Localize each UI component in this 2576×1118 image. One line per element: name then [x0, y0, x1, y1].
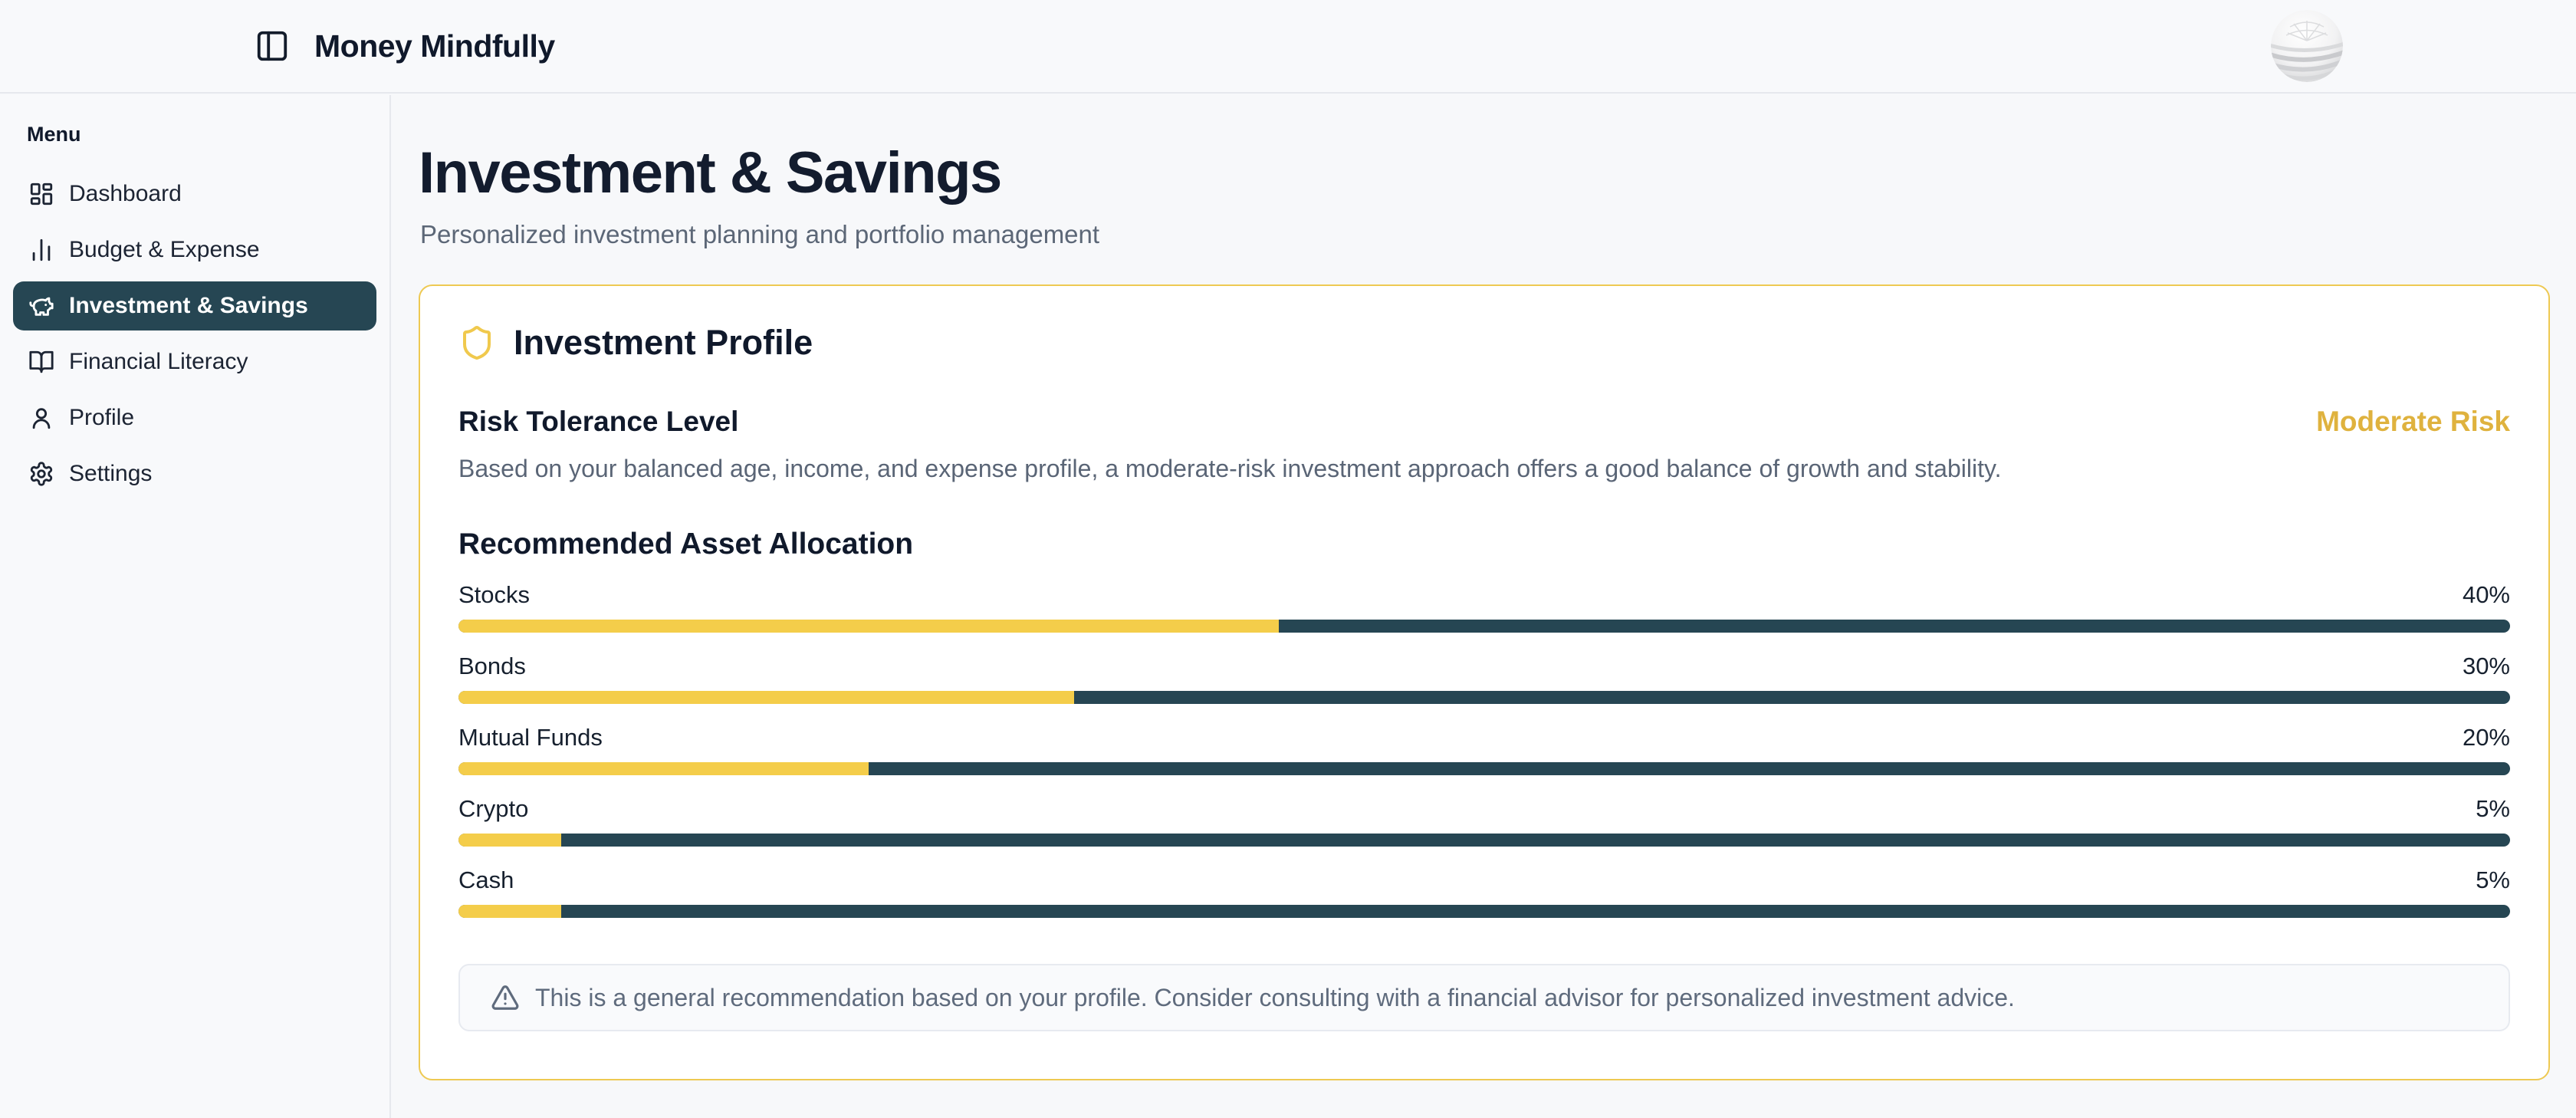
- sidebar-item-financial-literacy[interactable]: Financial Literacy: [13, 337, 376, 386]
- allocation-percent: 40%: [2462, 581, 2510, 608]
- allocation-row-stocks: Stocks 40%: [458, 581, 2510, 633]
- warning-icon: [491, 985, 519, 1010]
- globe-building-avatar-image: [2271, 10, 2343, 82]
- allocation-row-mutual-funds: Mutual Funds 20%: [458, 724, 2510, 775]
- allocation-row-crypto: Crypto 5%: [458, 795, 2510, 847]
- allocation-label: Stocks: [458, 581, 531, 608]
- sidebar-menu-label: Menu: [27, 123, 81, 146]
- card-title: Investment Profile: [514, 323, 813, 362]
- allocation-percent: 5%: [2476, 866, 2510, 893]
- gear-icon: [30, 462, 53, 486]
- allocation-percent: 20%: [2462, 724, 2510, 751]
- risk-description: Based on your balanced age, income, and …: [458, 455, 2002, 482]
- allocation-bar-track: [458, 762, 2510, 775]
- sidebar-toggle-button[interactable]: [253, 27, 291, 65]
- allocation-label: Cash: [458, 866, 514, 893]
- sidebar-nav: Dashboard Budget & Expense Investment & …: [13, 169, 376, 498]
- avatar[interactable]: [2271, 10, 2343, 82]
- app-header: Money Mindfully: [0, 0, 2576, 94]
- allocation-percent: 30%: [2462, 653, 2510, 679]
- app-title: Money Mindfully: [314, 28, 555, 64]
- allocation-percent: 5%: [2476, 795, 2510, 822]
- allocation-bar-track: [458, 834, 2510, 847]
- sidebar-item-profile[interactable]: Profile: [13, 393, 376, 442]
- sidebar-item-dashboard[interactable]: Dashboard: [13, 169, 376, 219]
- investment-profile-card: Investment Profile Risk Tolerance Level …: [419, 284, 2550, 1080]
- allocation-label: Bonds: [458, 653, 526, 679]
- allocation-label: Mutual Funds: [458, 724, 603, 751]
- user-icon: [32, 408, 51, 429]
- book-open-icon: [29, 350, 54, 373]
- allocation-bar-track: [458, 691, 2510, 704]
- page-subtitle: Personalized investment planning and por…: [420, 220, 1100, 248]
- sidebar-item-label: Budget & Expense: [69, 237, 260, 262]
- allocation-heading: Recommended Asset Allocation: [458, 528, 914, 561]
- sidebar-item-label: Financial Literacy: [69, 349, 248, 374]
- allocation-bar-track: [458, 905, 2510, 918]
- allocation-row-cash: Cash 5%: [458, 866, 2510, 918]
- sidebar-item-label: Investment & Savings: [69, 293, 308, 318]
- panel-left-icon: [257, 31, 288, 61]
- risk-tolerance-row: Risk Tolerance Level Moderate Risk: [458, 406, 2510, 438]
- sidebar-item-label: Profile: [69, 405, 135, 430]
- allocation-bar-fill: [458, 691, 1074, 704]
- bar-chart-icon: [32, 238, 51, 261]
- sidebar: Menu Dashboard Budget & Expense: [0, 95, 391, 1118]
- sidebar-item-investment-savings[interactable]: Investment & Savings: [13, 281, 376, 330]
- allocation-bar-fill: [458, 762, 869, 775]
- allocation-bar-fill: [458, 834, 561, 847]
- sidebar-item-label: Dashboard: [69, 181, 182, 206]
- allocation-bar-fill: [458, 620, 1280, 633]
- page-title: Investment & Savings: [419, 140, 1002, 206]
- advisory-note: This is a general recommendation based o…: [458, 964, 2510, 1031]
- sidebar-item-budget-expense[interactable]: Budget & Expense: [13, 225, 376, 275]
- allocation-bar-fill: [458, 905, 561, 918]
- allocation-label: Crypto: [458, 795, 529, 822]
- piggy-bank-icon: [29, 297, 54, 316]
- sidebar-item-label: Settings: [69, 461, 153, 486]
- main-content: Investment & Savings Personalized invest…: [393, 95, 2576, 1118]
- risk-level-value: Moderate Risk: [2316, 406, 2510, 437]
- advisory-note-text: This is a general recommendation based o…: [535, 983, 2015, 1011]
- card-header: Investment Profile: [458, 323, 2510, 363]
- allocation-row-bonds: Bonds 30%: [458, 653, 2510, 704]
- shield-icon: [463, 326, 491, 360]
- sidebar-item-settings[interactable]: Settings: [13, 449, 376, 498]
- allocation-list: Stocks 40% Bonds 30%: [458, 581, 2510, 918]
- risk-heading: Risk Tolerance Level: [458, 406, 739, 437]
- dashboard-icon: [30, 182, 53, 206]
- allocation-bar-track: [458, 620, 2510, 633]
